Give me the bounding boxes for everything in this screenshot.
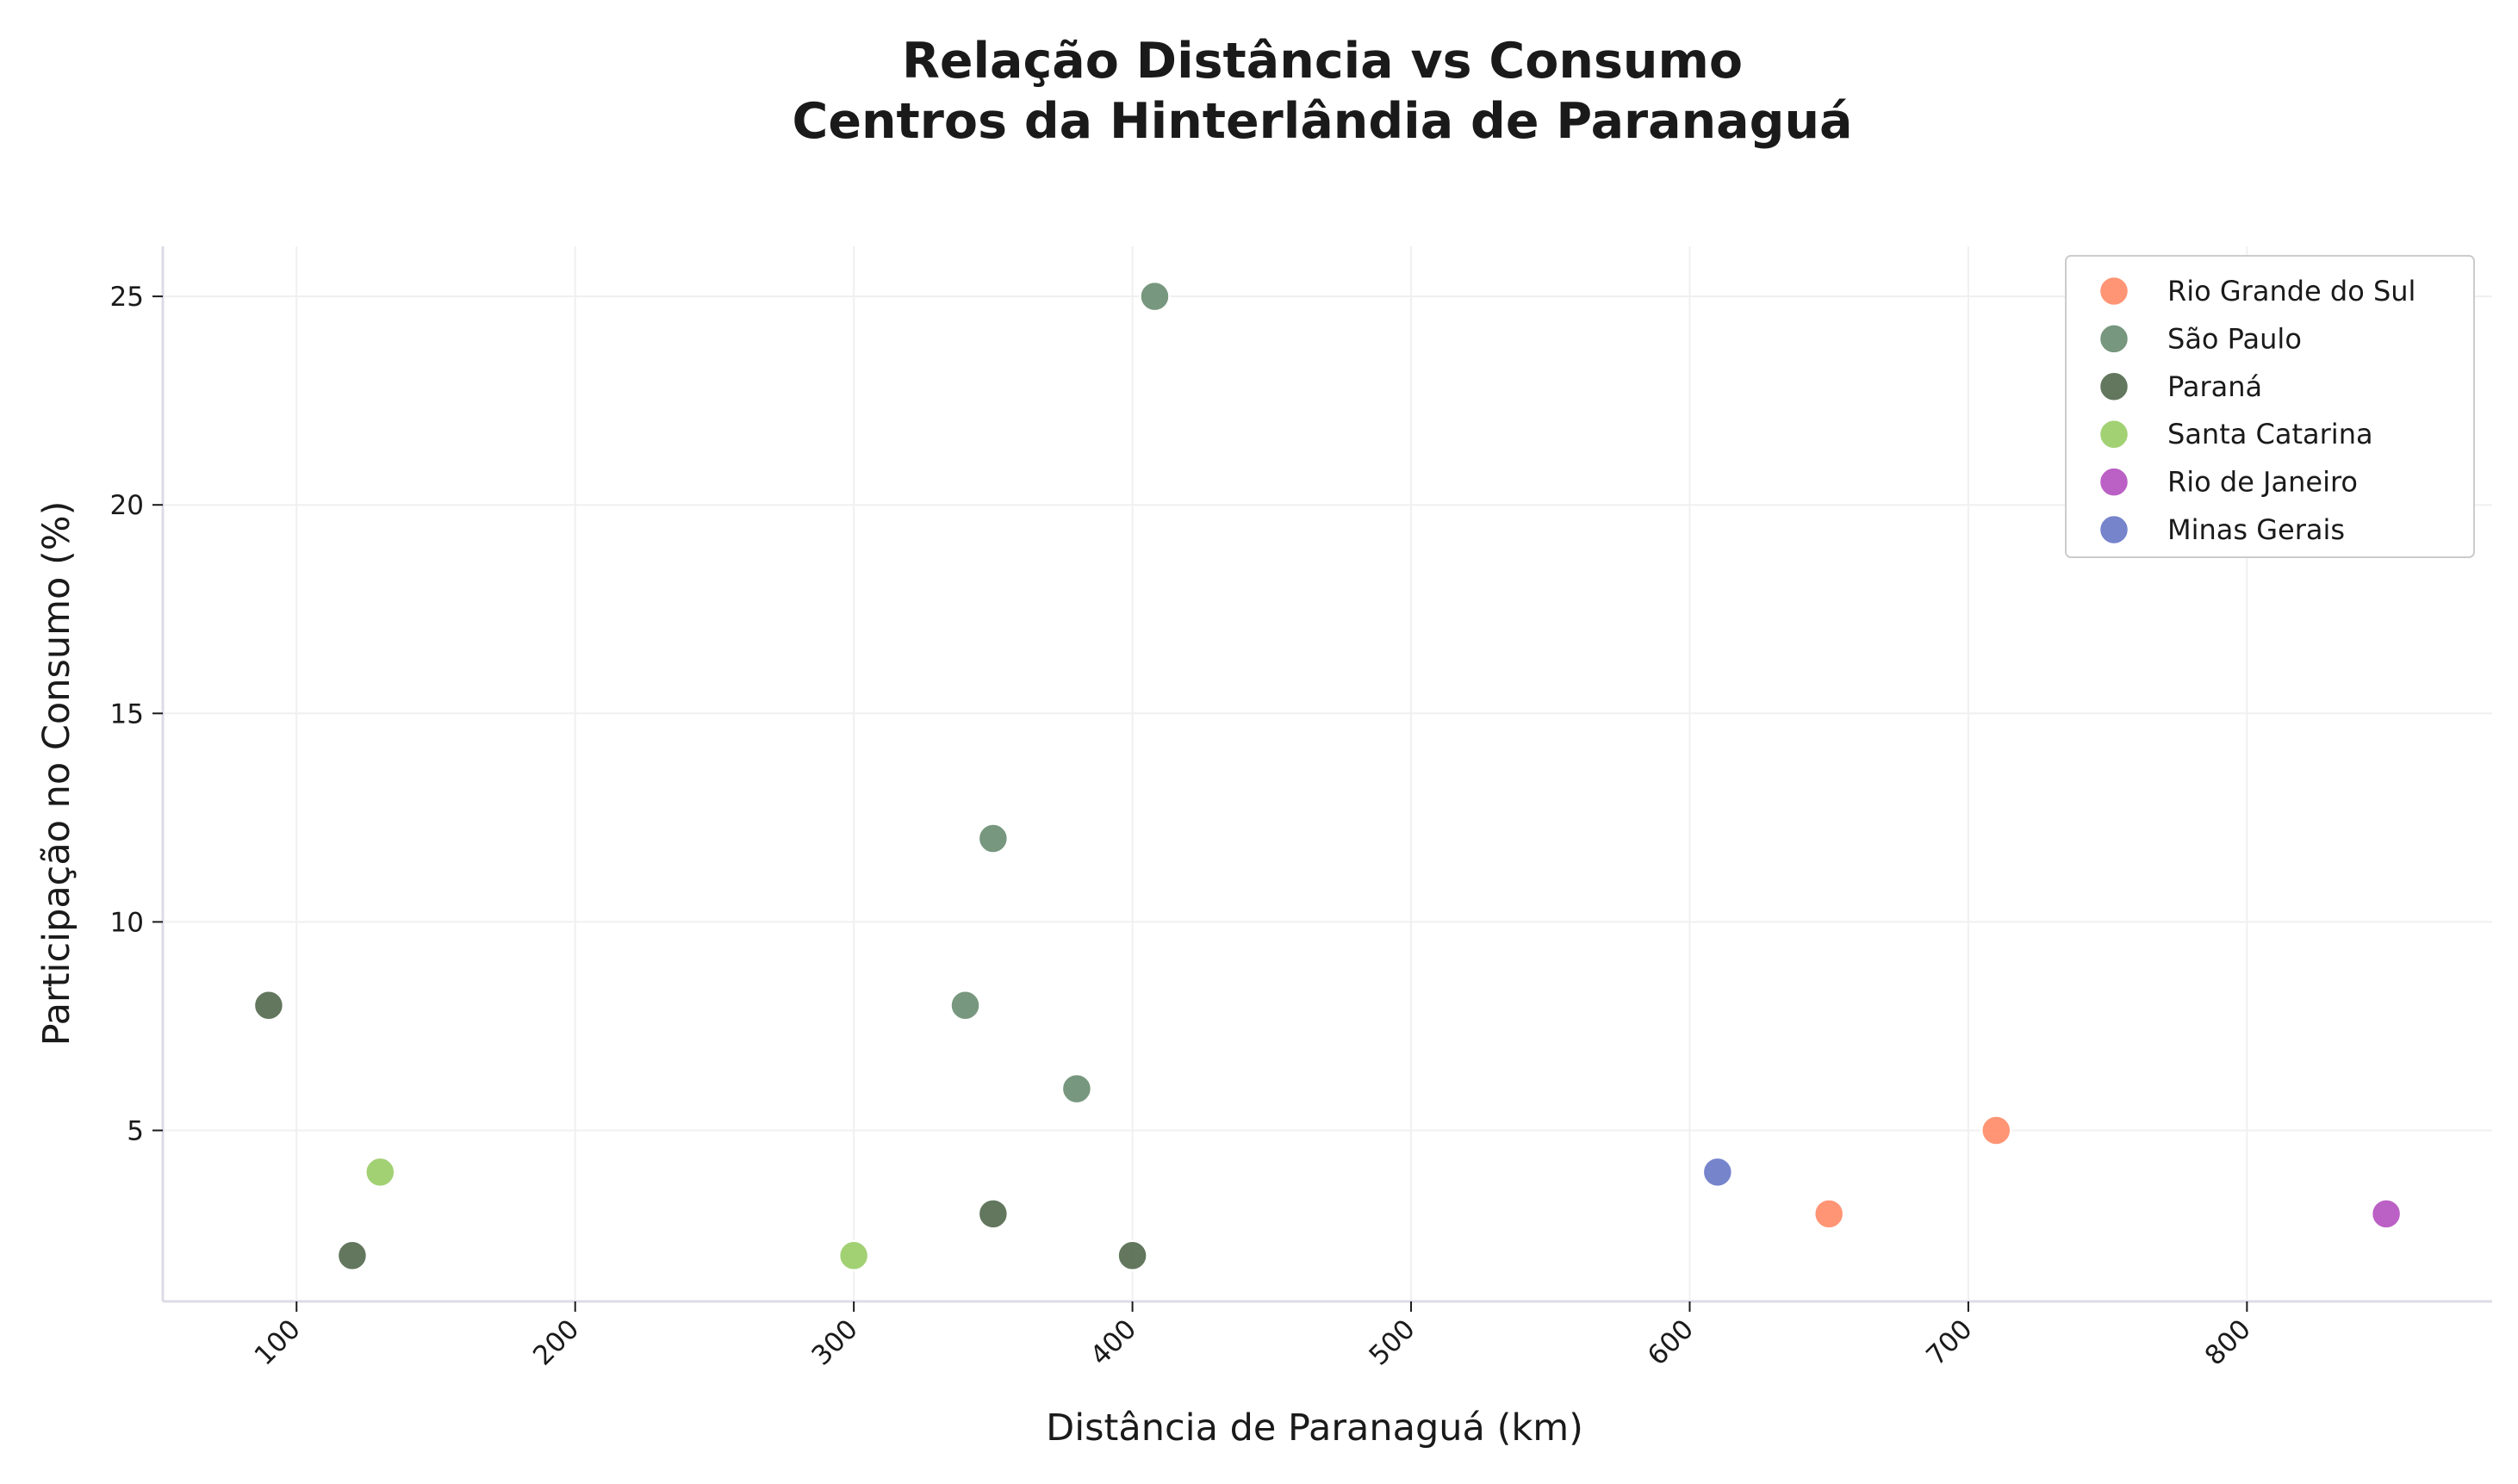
data-point	[1980, 1115, 2012, 1146]
y-axis-label: Participação no Consumo (%)	[35, 501, 78, 1046]
legend-label: Santa Catarina	[2167, 418, 2373, 450]
y-tick-label: 15	[110, 699, 144, 730]
x-tick-label: 600	[1642, 1313, 1700, 1371]
chart-title-line-2: Centros da Hinterlândia de Paranaguá	[792, 93, 1852, 150]
data-points	[252, 280, 2403, 1271]
data-point	[252, 989, 285, 1021]
data-point	[837, 1239, 870, 1271]
legend-marker	[2098, 275, 2130, 307]
legend-marker	[2098, 418, 2130, 450]
chart-title-line-1: Relação Distância vs Consumo	[902, 33, 1743, 90]
data-point	[949, 989, 981, 1021]
legend-label: Paraná	[2167, 370, 2262, 403]
legend-label: Rio de Janeiro	[2167, 466, 2358, 499]
data-point	[977, 1198, 1010, 1230]
y-tick-label: 10	[110, 907, 144, 938]
data-point	[1060, 1072, 1093, 1105]
data-point	[336, 1239, 369, 1271]
data-point	[1116, 1239, 1148, 1271]
x-tick-label: 200	[527, 1313, 585, 1371]
x-tick-label: 800	[2199, 1313, 2257, 1371]
data-point	[977, 823, 1010, 854]
y-tick-label: 5	[127, 1115, 144, 1146]
legend-marker	[2098, 323, 2130, 355]
legend-marker	[2098, 513, 2130, 546]
legend-label: São Paulo	[2167, 322, 2302, 355]
x-axis-label: Distância de Paranaguá (km)	[1046, 1406, 1583, 1450]
x-tick-label: 300	[806, 1313, 864, 1371]
data-point	[364, 1156, 396, 1189]
y-tick-label: 20	[110, 490, 144, 521]
legend-box	[2065, 255, 2475, 558]
y-tick-label: 25	[110, 282, 144, 313]
data-point	[1139, 280, 1171, 313]
x-tick-label: 500	[1363, 1313, 1421, 1371]
legend-label: Minas Gerais	[2167, 513, 2345, 546]
x-tick-label: 700	[1920, 1313, 1978, 1371]
data-point	[1701, 1156, 1734, 1189]
legend-marker	[2098, 370, 2130, 403]
legend: Rio Grande do Sul São Paulo Paraná Santa Ca…	[2065, 255, 2475, 558]
y-axis-ticks: 5 10 15 20 25	[110, 282, 163, 1146]
x-tick-label: 400	[1085, 1313, 1142, 1371]
data-point	[1812, 1198, 1845, 1230]
x-axis-ticks: 100 200 300 400 500 600 700 800	[249, 1301, 2257, 1371]
legend-label: Rio Grande do Sul	[2167, 275, 2415, 307]
x-tick-label: 100	[249, 1313, 307, 1371]
data-point	[2370, 1198, 2403, 1230]
legend-marker	[2098, 466, 2130, 498]
